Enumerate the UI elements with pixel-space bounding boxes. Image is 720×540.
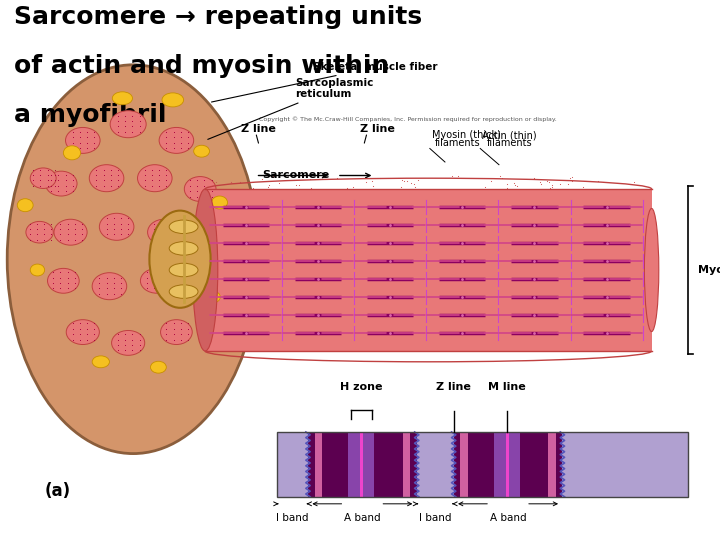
Ellipse shape: [17, 199, 33, 212]
Polygon shape: [585, 189, 652, 351]
Ellipse shape: [169, 241, 198, 255]
Bar: [277, 432, 688, 497]
Text: filaments: filaments: [487, 138, 532, 148]
Ellipse shape: [66, 127, 100, 153]
Text: (a): (a): [45, 482, 71, 500]
Ellipse shape: [169, 220, 198, 233]
Ellipse shape: [161, 320, 192, 345]
Text: Z line: Z line: [436, 381, 471, 391]
Text: I band: I band: [276, 513, 309, 523]
Ellipse shape: [162, 93, 184, 107]
Text: Sarcomere: Sarcomere: [262, 171, 329, 180]
Bar: [308, 432, 417, 497]
Ellipse shape: [89, 165, 124, 192]
Bar: [360, 432, 363, 497]
Ellipse shape: [26, 221, 53, 243]
Text: Sarcomere → repeating units: Sarcomere → repeating units: [14, 5, 423, 29]
Text: M line: M line: [488, 381, 526, 391]
Bar: [460, 432, 468, 497]
Text: a myofibril: a myofibril: [14, 103, 167, 126]
Bar: [348, 432, 374, 497]
Text: Z line: Z line: [241, 124, 276, 133]
Bar: [454, 432, 562, 497]
Ellipse shape: [48, 268, 79, 293]
Ellipse shape: [169, 285, 198, 298]
Text: A band: A band: [344, 513, 381, 523]
Text: Myosin (thick): Myosin (thick): [432, 130, 501, 140]
Bar: [205, 189, 652, 351]
Ellipse shape: [150, 361, 166, 373]
Ellipse shape: [182, 258, 212, 282]
Ellipse shape: [54, 219, 87, 245]
Bar: [402, 432, 410, 497]
Text: Myofibril: Myofibril: [698, 265, 720, 275]
Ellipse shape: [212, 196, 228, 209]
Ellipse shape: [159, 127, 194, 153]
Ellipse shape: [92, 356, 109, 368]
Text: Actin (thin): Actin (thin): [482, 130, 537, 140]
Ellipse shape: [140, 268, 174, 293]
Text: Z line: Z line: [360, 124, 395, 133]
Text: (b): (b): [282, 482, 309, 500]
Ellipse shape: [112, 330, 145, 355]
Ellipse shape: [30, 264, 45, 276]
Ellipse shape: [7, 65, 259, 454]
Text: of actin and myosin within: of actin and myosin within: [14, 54, 390, 78]
Bar: [494, 432, 520, 497]
Ellipse shape: [204, 291, 220, 303]
Ellipse shape: [66, 320, 99, 345]
Bar: [506, 432, 508, 497]
Bar: [277, 432, 688, 497]
Text: Skeletal muscle fiber: Skeletal muscle fiber: [212, 62, 438, 102]
Ellipse shape: [45, 171, 77, 196]
Text: A band: A band: [490, 513, 526, 523]
Ellipse shape: [184, 177, 216, 201]
Ellipse shape: [193, 189, 217, 351]
Ellipse shape: [194, 145, 210, 157]
Ellipse shape: [63, 146, 81, 160]
Ellipse shape: [99, 213, 134, 240]
Ellipse shape: [150, 211, 211, 308]
Text: Sarcoplasmic
reticulum: Sarcoplasmic reticulum: [208, 78, 374, 139]
Text: filaments: filaments: [435, 138, 480, 148]
Text: I band: I band: [419, 513, 451, 523]
Text: Copyright © The Mc.Craw-Hill Companies, Inc. Permission required for reproductio: Copyright © The Mc.Craw-Hill Companies, …: [259, 116, 557, 122]
Bar: [315, 432, 322, 497]
Ellipse shape: [110, 111, 146, 138]
Ellipse shape: [92, 273, 127, 300]
Ellipse shape: [148, 219, 181, 245]
Text: H zone: H zone: [340, 381, 382, 391]
Ellipse shape: [644, 208, 659, 332]
Ellipse shape: [138, 165, 172, 192]
Ellipse shape: [169, 263, 198, 276]
Ellipse shape: [112, 92, 132, 105]
Bar: [549, 432, 556, 497]
Ellipse shape: [30, 168, 56, 188]
